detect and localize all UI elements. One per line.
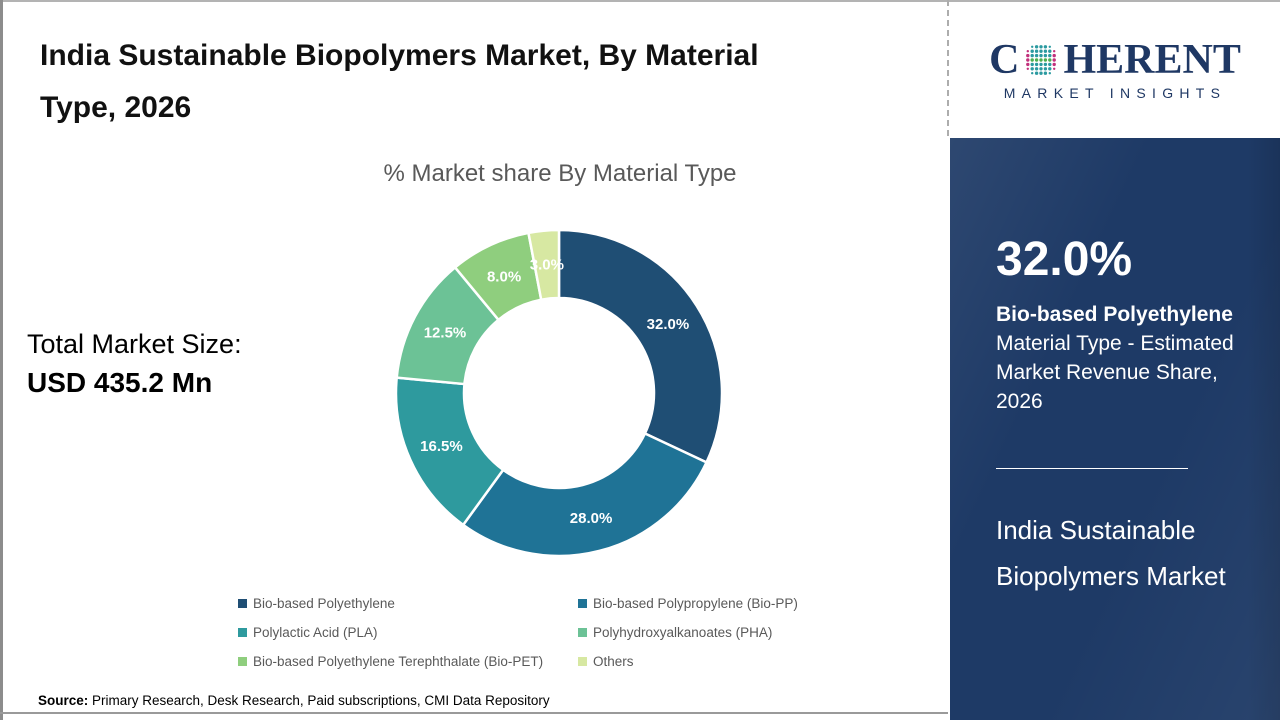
legend-item: Others (578, 654, 798, 669)
legend-item: Bio-based Polypropylene (Bio-PP) (578, 596, 798, 611)
slice-data-label: 28.0% (570, 510, 613, 527)
legend-item: Polylactic Acid (PLA) (238, 625, 570, 640)
slice-data-label: 8.0% (487, 268, 521, 285)
highlight-value: 32.0% (996, 233, 1133, 286)
highlight-name: Bio-based Polyethylene (996, 303, 1233, 326)
donut-chart: 32.0% 28.0% 16.5% 12.5% 8.0% 3.0% (389, 223, 729, 563)
donut-slice (461, 432, 708, 558)
legend-marker-icon (578, 657, 587, 666)
slice-data-label: 12.5% (424, 325, 467, 342)
legend-item: Bio-based Polyethylene (238, 596, 570, 611)
brand-tagline: MARKET INSIGHTS (1003, 85, 1227, 101)
donut-slice (527, 228, 561, 301)
total-market-size: Total Market Size: USD 435.2 Mn (27, 325, 242, 403)
legend-item: Bio-based Polyethylene Terephthalate (Bi… (238, 654, 570, 669)
sidebar-content: 32.0% Bio-based Polyethylene Material Ty… (950, 138, 1246, 599)
total-market-size-value: USD 435.2 Mn (27, 367, 213, 398)
legend-label: Bio-based Polypropylene (Bio-PP) (593, 596, 798, 611)
legend-marker-icon (238, 628, 247, 637)
brand-logo: C HERENT MARKET INSIGHTS (950, 2, 1280, 138)
globe-dots-icon (1026, 45, 1057, 75)
source-label: Source: (38, 693, 89, 708)
legend-label: Others (593, 654, 634, 669)
legend-marker-icon (238, 657, 247, 666)
legend-marker-icon (578, 628, 587, 637)
legend-label: Polyhydroxyalkanoates (PHA) (593, 625, 773, 640)
legend-label: Polylactic Acid (PLA) (253, 625, 378, 640)
source-note: Source: Primary Research, Desk Research,… (38, 693, 550, 708)
chart-subtitle: % Market share By Material Type (383, 160, 737, 187)
chart-legend: Bio-based Polyethylene Bio-based Polypro… (238, 596, 798, 669)
slice-data-label: 3.0% (530, 257, 564, 274)
legend-item: Polyhydroxyalkanoates (PHA) (578, 625, 798, 640)
slice-data-label: 16.5% (420, 438, 463, 455)
brand-letter-c: C (989, 37, 1020, 83)
legend-marker-icon (238, 599, 247, 608)
sidebar-market-name: India Sustainable Biopolymers Market (996, 515, 1226, 591)
sidebar-panel: 32.0% Bio-based Polyethylene Material Ty… (950, 138, 1280, 720)
legend-label: Bio-based Polyethylene Terephthalate (Bi… (253, 654, 544, 669)
donut-chart-svg: 32.0% 28.0% 16.5% 12.5% 8.0% 3.0% (394, 228, 724, 558)
brand-letters-rest: HERENT (1063, 37, 1241, 83)
frame-top-border (0, 0, 1280, 2)
legend-label: Bio-based Polyethylene (253, 596, 395, 611)
source-text: Primary Research, Desk Research, Paid su… (88, 693, 550, 708)
donut-slice (557, 228, 724, 464)
page-title: India Sustainable Biopolymers Market, By… (40, 39, 759, 124)
sidebar-divider-dashed (947, 0, 949, 136)
frame-bottom-border (0, 712, 948, 714)
slice-data-label: 32.0% (647, 316, 690, 333)
legend-marker-icon (578, 599, 587, 608)
brand-logo-wordmark: C HERENT (989, 39, 1241, 81)
sidebar-divider-line (996, 468, 1188, 469)
frame-left-border (0, 0, 3, 720)
total-market-size-label: Total Market Size: (27, 329, 242, 359)
highlight-description: Material Type - Estimated Market Revenue… (996, 332, 1234, 413)
